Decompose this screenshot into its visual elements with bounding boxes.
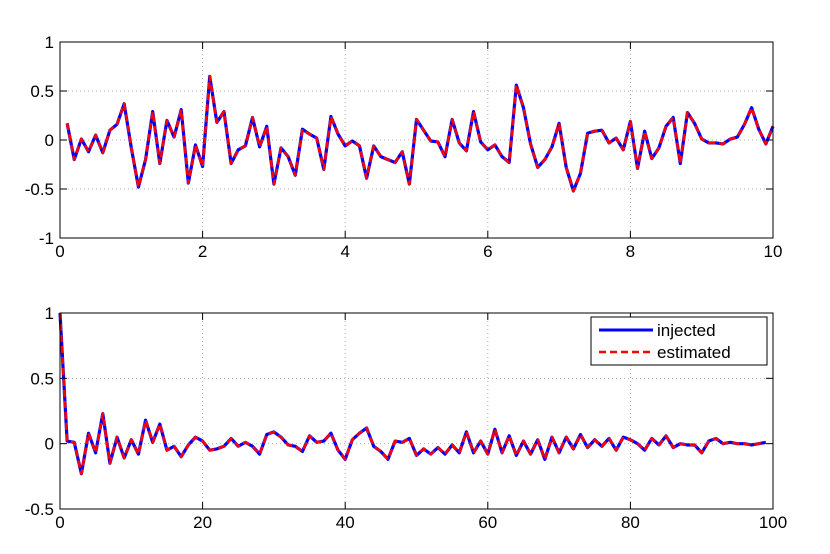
legend-box bbox=[590, 316, 768, 366]
y-tick-label: 1 bbox=[45, 304, 54, 323]
series-line-estimated bbox=[58, 312, 767, 476]
top-plot: 0 2 4 6 8 10 -1 -0.5 0 0.5 1 bbox=[25, 33, 783, 261]
x-tick-label: 60 bbox=[478, 513, 497, 532]
x-tick-label: 10 bbox=[764, 242, 783, 261]
x-tick-label: 40 bbox=[336, 513, 355, 532]
series-line-estimated bbox=[65, 75, 775, 193]
legend-label-injected: injected bbox=[657, 321, 716, 340]
x-tick-label: 2 bbox=[198, 242, 207, 261]
y-tick-label: -0.5 bbox=[25, 180, 54, 199]
axes-frame bbox=[59, 312, 774, 510]
y-tick-label: 0 bbox=[45, 435, 54, 454]
x-tick-label: 20 bbox=[193, 513, 212, 532]
x-tick-label: 6 bbox=[483, 242, 492, 261]
y-tick-label: 1 bbox=[45, 33, 54, 52]
x-tick-label: 100 bbox=[759, 513, 787, 532]
y-tick-label: -0.5 bbox=[25, 500, 54, 519]
legend-label-estimated: estimated bbox=[657, 343, 731, 362]
legend: injected estimated bbox=[590, 316, 768, 366]
y-tick-label: 0 bbox=[45, 131, 54, 150]
y-tick-label: -1 bbox=[39, 229, 54, 248]
y-tick-label: 0.5 bbox=[30, 369, 54, 388]
y-tick-label: 0.5 bbox=[30, 82, 54, 101]
x-tick-label: 0 bbox=[55, 242, 64, 261]
x-tick-label: 80 bbox=[621, 513, 640, 532]
x-tick-label: 8 bbox=[626, 242, 635, 261]
x-tick-label: 0 bbox=[55, 513, 64, 532]
x-tick-label: 4 bbox=[340, 242, 349, 261]
